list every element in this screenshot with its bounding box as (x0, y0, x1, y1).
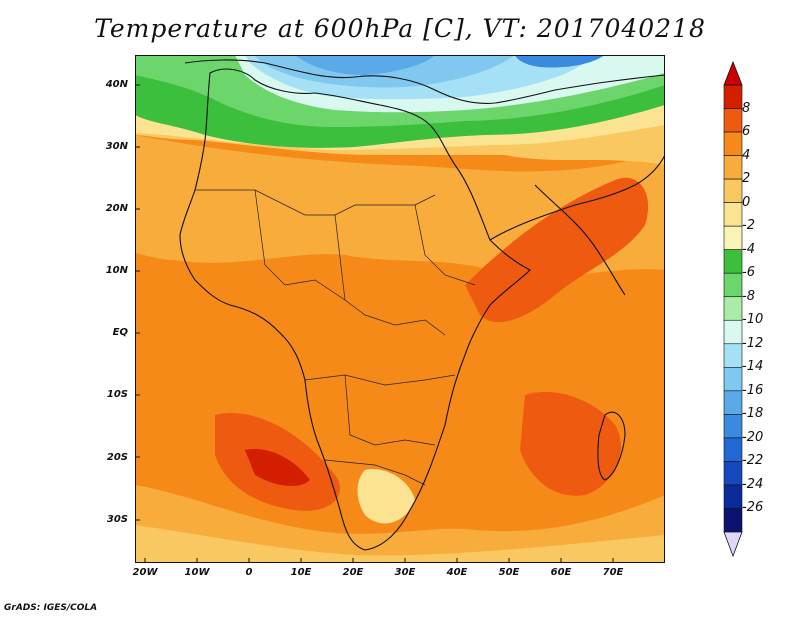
field-band-south-minus2 (135, 525, 665, 563)
colorbar-cell (723, 484, 743, 509)
india-coast (534, 184, 626, 296)
colorbar-label: 0 (742, 194, 751, 210)
colorbar-label: -14 (742, 359, 764, 375)
field-band-northeast-cold (515, 55, 605, 68)
field-band-6-8-southwest (245, 449, 310, 487)
madagascar-coast (597, 411, 626, 481)
colorbar-label: -8 (742, 288, 755, 304)
arabia-coast (489, 154, 665, 241)
colorbar-label: -10 (742, 312, 764, 328)
field-band-south-africa-cool (357, 469, 415, 524)
colorbar-label: 8 (742, 100, 751, 116)
colorbar-cell (723, 414, 743, 439)
map-canvas (135, 55, 665, 563)
colorbar-cell (723, 367, 743, 392)
colorbar-cell (723, 319, 743, 345)
colorbar-cell (723, 437, 743, 462)
country-borders (195, 189, 476, 486)
lat-tick-30n: 30N (105, 141, 128, 152)
map-title: Temperature at 600hPa [C], VT: 201704021… (94, 14, 706, 43)
lon-tick-30e: 30E (394, 567, 416, 578)
grads-credit: GrADS: IGES/COLA (4, 603, 98, 613)
colorbar-cells (723, 84, 743, 533)
field-band-south-0-2 (135, 485, 665, 563)
field-band-minus16 (295, 55, 435, 75)
colorbar-cell (723, 155, 743, 180)
colorbar-label: -4 (742, 241, 755, 257)
lon-tick-70e: 70E (602, 567, 624, 578)
colorbar-label: -16 (742, 382, 764, 398)
colorbar-label: -20 (742, 429, 764, 445)
colorbar-cell (723, 296, 743, 321)
colorbar-label: -26 (742, 500, 764, 516)
lon-tick-10e: 10E (290, 567, 312, 578)
colorbar-cell (723, 343, 743, 368)
lon-tick-10w: 10W (184, 567, 210, 578)
colorbar-top-arrow (723, 60, 743, 86)
map-frame (135, 55, 665, 563)
colorbar-cell (723, 225, 743, 250)
colorbar-label: 6 (742, 124, 751, 140)
colorbar-label: -18 (742, 406, 764, 422)
coastlines (179, 59, 665, 551)
colorbar-label: -24 (742, 476, 764, 492)
colorbar-label: -12 (742, 335, 764, 351)
lat-tick-20s: 20S (106, 452, 128, 463)
lon-tick-20e: 20E (342, 567, 364, 578)
colorbar-cell (723, 461, 743, 486)
lat-tick-20n: 20N (105, 203, 128, 214)
colorbar-cell (723, 178, 743, 203)
colorbar-cell (723, 508, 743, 533)
colorbar-label: -6 (742, 265, 755, 281)
lat-tick-10s: 10S (106, 389, 128, 400)
lon-tick-50e: 50E (498, 567, 520, 578)
lat-tick-40n: 40N (105, 79, 128, 90)
colorbar-cell (723, 84, 743, 109)
colorbar-label: -2 (742, 218, 755, 234)
mediterranean-coast (184, 59, 665, 104)
lon-tick-60e: 60E (550, 567, 572, 578)
colorbar-cell (723, 249, 743, 274)
lat-tick-10n: 10N (105, 265, 128, 276)
colorbar-cell (723, 108, 743, 133)
lat-tick-30s: 30S (106, 514, 128, 525)
temperature-map (135, 55, 665, 563)
colorbar-label: 4 (742, 147, 751, 163)
colorbar-bottom-arrow (723, 531, 743, 558)
colorbar-cell (723, 131, 743, 156)
colorbar-label: 2 (742, 171, 751, 187)
field-band-4-6-madagascar (520, 391, 621, 496)
colorbar-cell (723, 272, 743, 298)
colorbar-cell (723, 202, 743, 227)
colorbar (723, 60, 743, 558)
lon-tick-40e: 40E (446, 567, 468, 578)
lon-tick-20w: 20W (132, 567, 158, 578)
colorbar-label: -22 (742, 453, 764, 469)
africa-coast (179, 68, 531, 551)
tick-marks (135, 84, 614, 563)
lat-tick-eq: EQ (112, 327, 128, 338)
lon-tick-0: 0 (245, 567, 253, 578)
colorbar-cell (723, 390, 743, 415)
